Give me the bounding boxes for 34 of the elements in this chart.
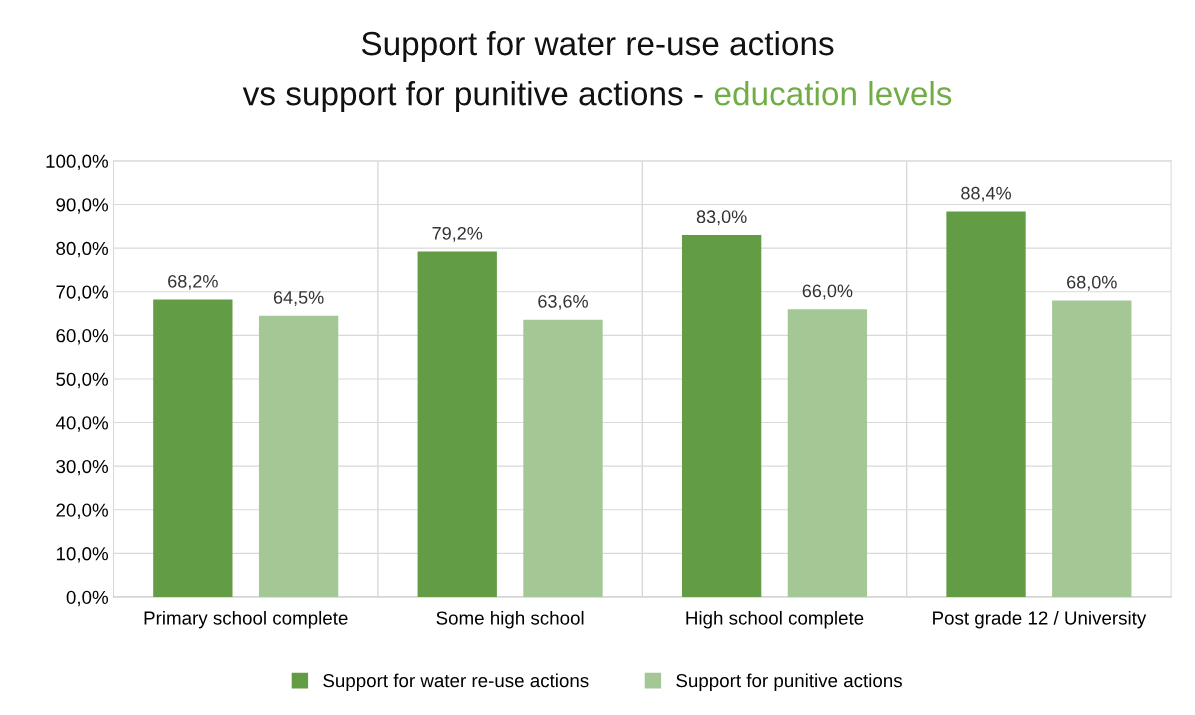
data-label: 68,2% xyxy=(168,274,218,290)
y-tick-label: 80,0% xyxy=(56,241,108,258)
data-label: 66,0% xyxy=(802,284,853,300)
y-tick-label: 30,0% xyxy=(56,459,108,476)
y-tick-label: 90,0% xyxy=(56,198,108,214)
x-tick-label: High school complete xyxy=(686,610,864,629)
x-tick-label: Post grade 12 / University xyxy=(933,610,1147,629)
x-tick-label: Some high school xyxy=(436,610,584,629)
data-label: 63,6% xyxy=(538,294,588,310)
data-label: 79,2% xyxy=(432,226,483,242)
x-tick-label: Primary school complete xyxy=(144,610,348,629)
bar xyxy=(946,211,1026,598)
bar xyxy=(153,299,233,598)
legend-label: Support for water re-use actions xyxy=(323,673,589,691)
data-label: 68,0% xyxy=(1067,275,1117,291)
bar xyxy=(1052,300,1132,598)
bar xyxy=(681,235,762,598)
bar xyxy=(258,315,339,598)
bar xyxy=(787,309,868,598)
bar xyxy=(417,251,497,598)
data-label: 64,5% xyxy=(273,291,324,306)
y-tick-label: 50,0% xyxy=(56,372,108,389)
y-tick-label: 100,0% xyxy=(46,154,108,171)
data-label: 83,0% xyxy=(696,210,747,226)
y-tick-label: 60,0% xyxy=(56,329,108,345)
data-label: 88,4% xyxy=(961,186,1011,202)
y-tick-label: 0,0% xyxy=(66,590,108,607)
y-tick-label: 20,0% xyxy=(56,503,108,519)
legend-label: Support for punitive actions xyxy=(676,673,902,691)
chart-title: Support for water re-use actions vs support for punitive actions - education levels xyxy=(242,30,952,113)
y-tick-label: 70,0% xyxy=(56,285,108,301)
y-tick-label: 40,0% xyxy=(55,416,108,432)
y-tick-label: 10,0% xyxy=(56,547,108,563)
bar xyxy=(523,319,603,598)
